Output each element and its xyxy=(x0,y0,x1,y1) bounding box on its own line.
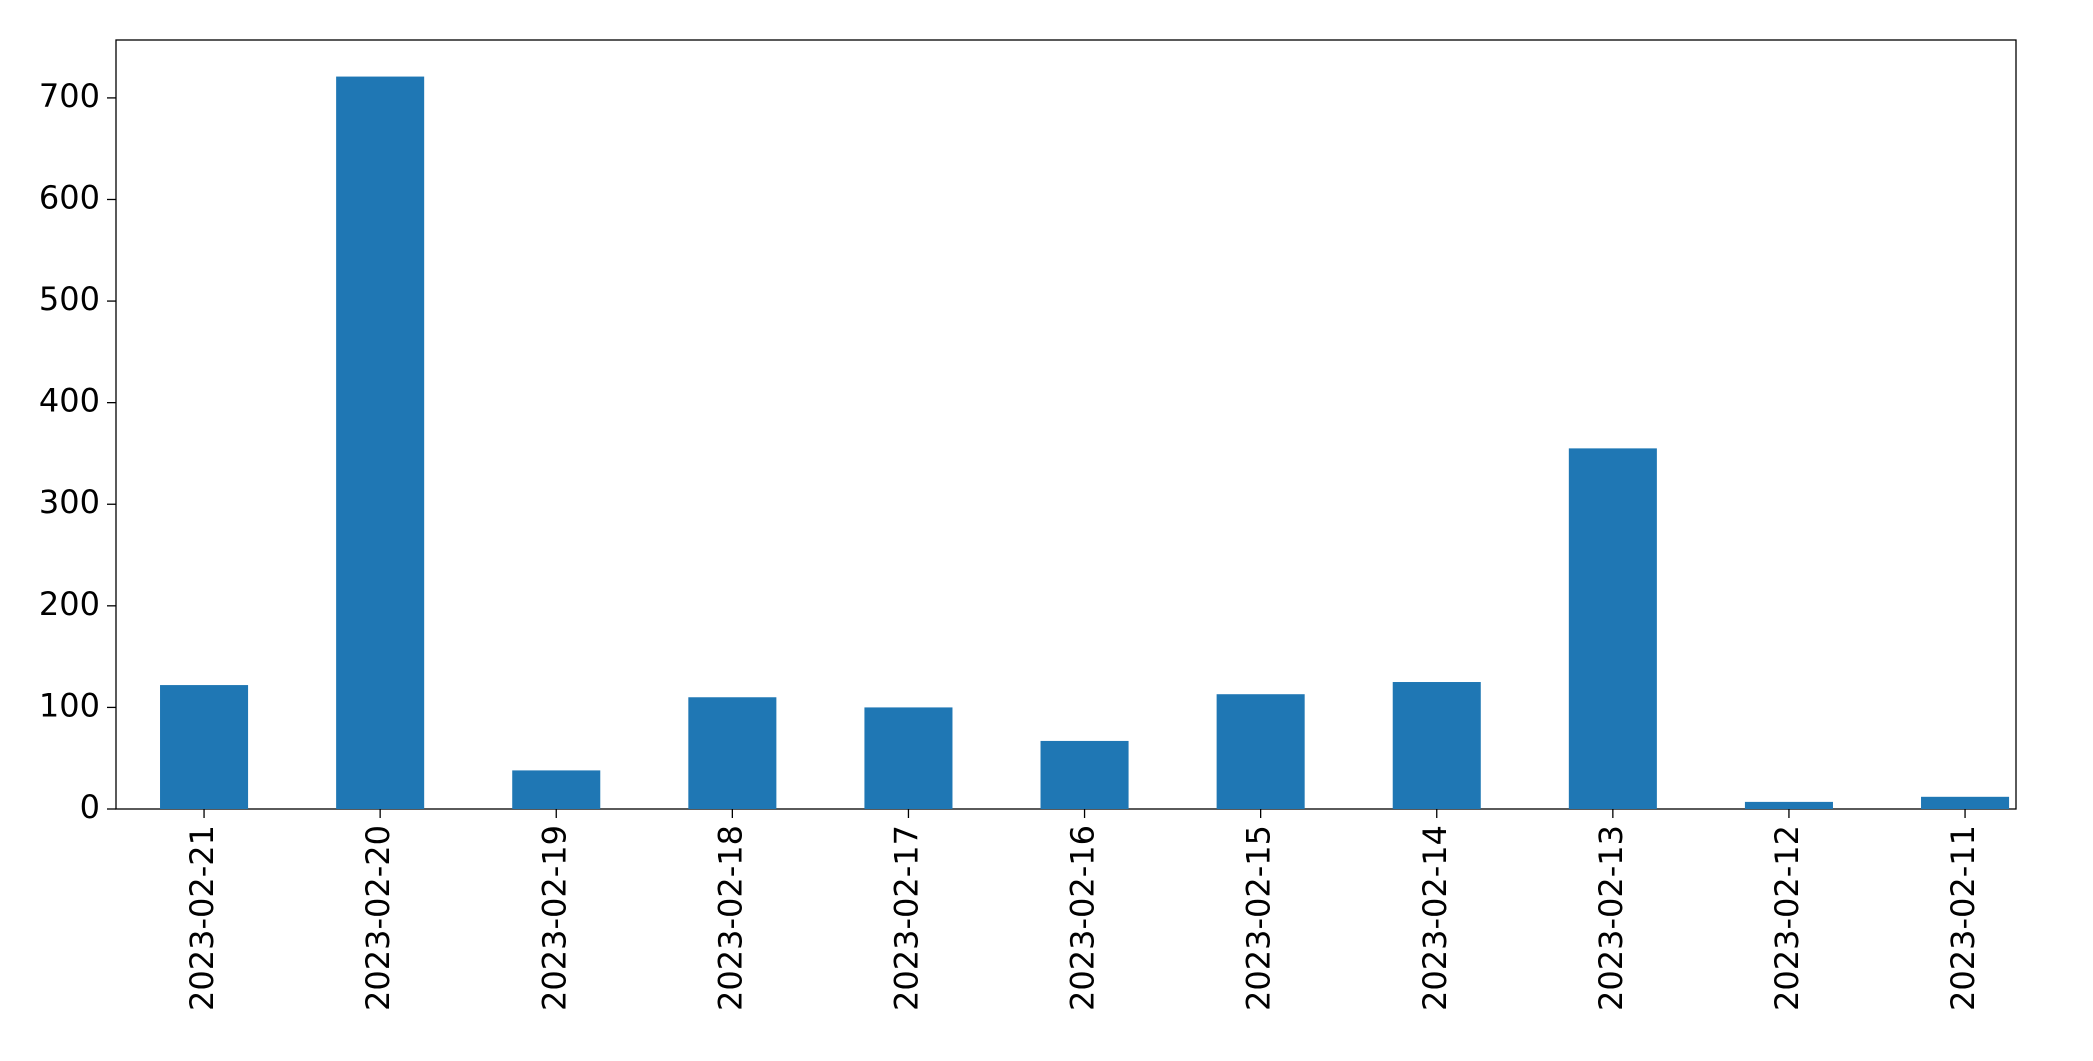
bar xyxy=(1568,448,1657,809)
y-tick-label: 0 xyxy=(80,788,100,826)
bar xyxy=(336,76,425,809)
bar xyxy=(1392,682,1481,809)
bar xyxy=(1921,796,2010,809)
y-tick-label: 100 xyxy=(39,686,100,724)
x-tick-label: 2023-02-16 xyxy=(1064,825,1102,1011)
x-tick-label: 2023-02-13 xyxy=(1592,825,1630,1011)
x-tick-label: 2023-02-21 xyxy=(183,825,221,1011)
y-tick-label: 200 xyxy=(39,585,100,623)
bar xyxy=(1040,740,1129,809)
x-tick-label: 2023-02-11 xyxy=(1944,825,1982,1011)
y-tick-label: 300 xyxy=(39,483,100,521)
bar xyxy=(864,707,953,809)
x-tick-label: 2023-02-20 xyxy=(359,825,397,1011)
y-tick-label: 400 xyxy=(39,382,100,420)
bar xyxy=(160,685,249,809)
y-tick-label: 600 xyxy=(39,178,100,216)
x-tick-label: 2023-02-15 xyxy=(1240,825,1278,1011)
x-tick-label: 2023-02-12 xyxy=(1768,825,1806,1011)
bar xyxy=(512,770,601,809)
bar xyxy=(688,697,777,809)
y-tick-label: 700 xyxy=(39,77,100,115)
x-tick-label: 2023-02-17 xyxy=(887,825,925,1011)
x-tick-label: 2023-02-19 xyxy=(535,825,573,1011)
bar xyxy=(1216,694,1305,809)
y-tick-label: 500 xyxy=(39,280,100,318)
x-tick-label: 2023-02-18 xyxy=(711,825,749,1011)
x-tick-label: 2023-02-14 xyxy=(1416,825,1454,1011)
bar xyxy=(1744,801,1833,809)
